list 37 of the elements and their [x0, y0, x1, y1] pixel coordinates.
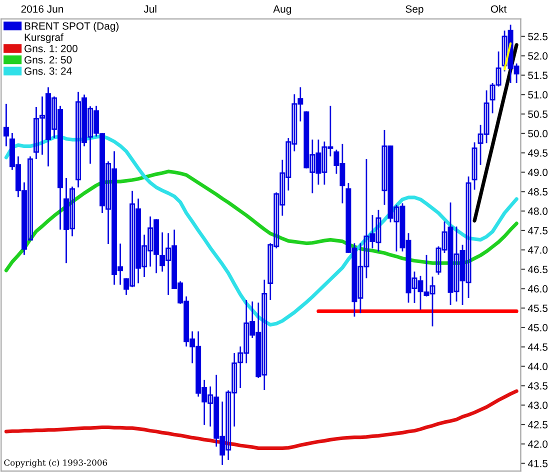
legend-title: Kursgraf [24, 33, 64, 44]
y-tick-label: 44.0 [528, 362, 548, 370]
y-tick-label: 46.0 [528, 285, 548, 293]
y-tick-label: 47.5 [528, 227, 548, 234]
y-tick-label: 41.5 [528, 460, 548, 468]
y-tick-label: 49.0 [528, 168, 548, 176]
annotation: Copyright (c) 1993-2006 [4, 459, 108, 468]
y-tick-label: 42.0 [528, 440, 548, 448]
y-tick-label: 52.0 [528, 52, 548, 60]
y-tick-label: 50.5 [528, 110, 548, 118]
y-tick-label: 43.0 [528, 402, 548, 409]
x-tick-label: Sep [406, 5, 424, 15]
legend-label: Gns. 3: 24 [24, 67, 72, 75]
y-tick-label: 44.5 [528, 344, 548, 351]
legend-label: BRENT SPOT (Dag) [24, 22, 119, 32]
x-tick-label: 2016 Jun [21, 5, 63, 13]
y-tick-label: 52.5 [528, 32, 548, 40]
legend-label: Gns. 1: 200 [24, 44, 78, 52]
x-tick-label: Aug [273, 5, 291, 15]
x-tick-label: Okt [490, 5, 507, 13]
y-tick-label: 45.0 [528, 324, 548, 332]
y-tick-label: 46.5 [528, 266, 548, 274]
legend-label: Gns. 2: 50 [24, 56, 72, 64]
y-tick-label: 48.5 [528, 188, 548, 196]
candlestick [472, 142, 478, 190]
y-tick-label: 49.5 [528, 149, 548, 157]
candlestick [3, 103, 9, 147]
y-tick-label: 48.0 [528, 208, 548, 215]
y-tick-label: 42.5 [528, 421, 548, 428]
y-tick-label: 51.5 [528, 72, 548, 80]
line-series [472, 43, 518, 223]
y-tick-label: 43.5 [528, 382, 548, 390]
y-tick-label: 50.0 [528, 130, 548, 138]
y-tick-label: 47.0 [528, 246, 548, 254]
y-tick-label: 45.5 [528, 304, 548, 312]
y-tick-label: 51.0 [528, 91, 548, 98]
x-tick-label: Jul [144, 5, 156, 13]
